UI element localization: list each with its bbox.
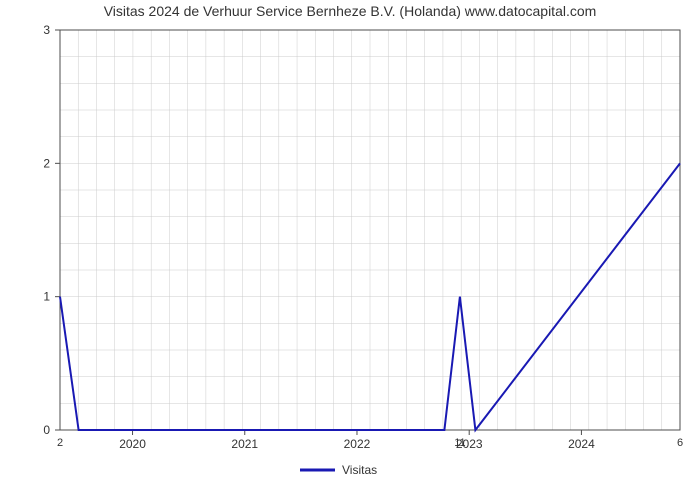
y-tick-label: 3 (43, 23, 50, 37)
data-point-label: 2 (57, 437, 63, 449)
x-tick-label: 2021 (231, 437, 258, 451)
chart-bg (0, 0, 700, 500)
data-point-label: 11 (454, 437, 465, 449)
line-chart: Visitas 2024 de Verhuur Service Bernheze… (0, 0, 700, 500)
legend-label: Visitas (342, 463, 377, 477)
y-tick-label: 0 (43, 423, 50, 437)
chart-title: Visitas 2024 de Verhuur Service Bernheze… (104, 3, 597, 19)
x-tick-label: 2020 (119, 437, 146, 451)
data-point-label: 6 (677, 437, 683, 449)
y-tick-label: 2 (43, 156, 50, 170)
x-tick-label: 2022 (344, 437, 371, 451)
x-tick-label: 2024 (568, 437, 595, 451)
y-tick-label: 1 (43, 290, 50, 304)
chart-container: Visitas 2024 de Verhuur Service Bernheze… (0, 0, 700, 500)
